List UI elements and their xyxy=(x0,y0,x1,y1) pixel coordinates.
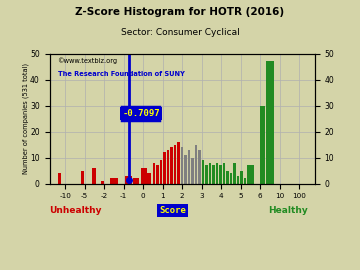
Bar xyxy=(260,106,265,184)
Bar xyxy=(81,171,85,184)
Text: Unhealthy: Unhealthy xyxy=(49,206,101,215)
Text: -0.7097: -0.7097 xyxy=(122,109,160,118)
Bar xyxy=(237,176,239,184)
Bar xyxy=(226,171,229,184)
Bar xyxy=(163,153,166,184)
Bar xyxy=(244,178,246,184)
Bar xyxy=(167,150,169,184)
Bar xyxy=(174,145,176,184)
Bar xyxy=(202,160,204,184)
Text: The Research Foundation of SUNY: The Research Foundation of SUNY xyxy=(58,70,184,76)
Y-axis label: Number of companies (531 total): Number of companies (531 total) xyxy=(22,63,29,174)
Bar xyxy=(110,178,118,184)
Bar xyxy=(219,166,222,184)
Bar xyxy=(191,158,194,184)
Bar xyxy=(177,142,180,184)
Bar xyxy=(247,166,254,184)
Bar xyxy=(230,173,232,184)
Bar xyxy=(141,168,147,184)
Bar xyxy=(223,163,225,184)
Text: Healthy: Healthy xyxy=(269,206,308,215)
Bar xyxy=(240,171,243,184)
Bar xyxy=(153,163,155,184)
Text: Z-Score Histogram for HOTR (2016): Z-Score Histogram for HOTR (2016) xyxy=(76,7,284,17)
Bar xyxy=(147,173,151,184)
Bar xyxy=(181,147,183,184)
Bar xyxy=(216,163,218,184)
Bar xyxy=(212,166,215,184)
Bar xyxy=(101,181,104,184)
Text: Sector: Consumer Cyclical: Sector: Consumer Cyclical xyxy=(121,28,239,37)
Bar xyxy=(58,173,61,184)
Text: ©www.textbiz.org: ©www.textbiz.org xyxy=(58,58,118,64)
Bar xyxy=(125,176,132,184)
Bar xyxy=(156,166,159,184)
Bar xyxy=(133,178,139,184)
Bar xyxy=(266,61,274,184)
Bar xyxy=(159,160,162,184)
Bar xyxy=(205,166,208,184)
Bar xyxy=(209,163,211,184)
Bar xyxy=(195,145,197,184)
Bar xyxy=(184,155,187,184)
Bar xyxy=(170,147,173,184)
Bar xyxy=(198,150,201,184)
Bar xyxy=(188,150,190,184)
Text: Score: Score xyxy=(159,206,186,215)
Bar xyxy=(233,163,236,184)
Bar xyxy=(93,168,96,184)
